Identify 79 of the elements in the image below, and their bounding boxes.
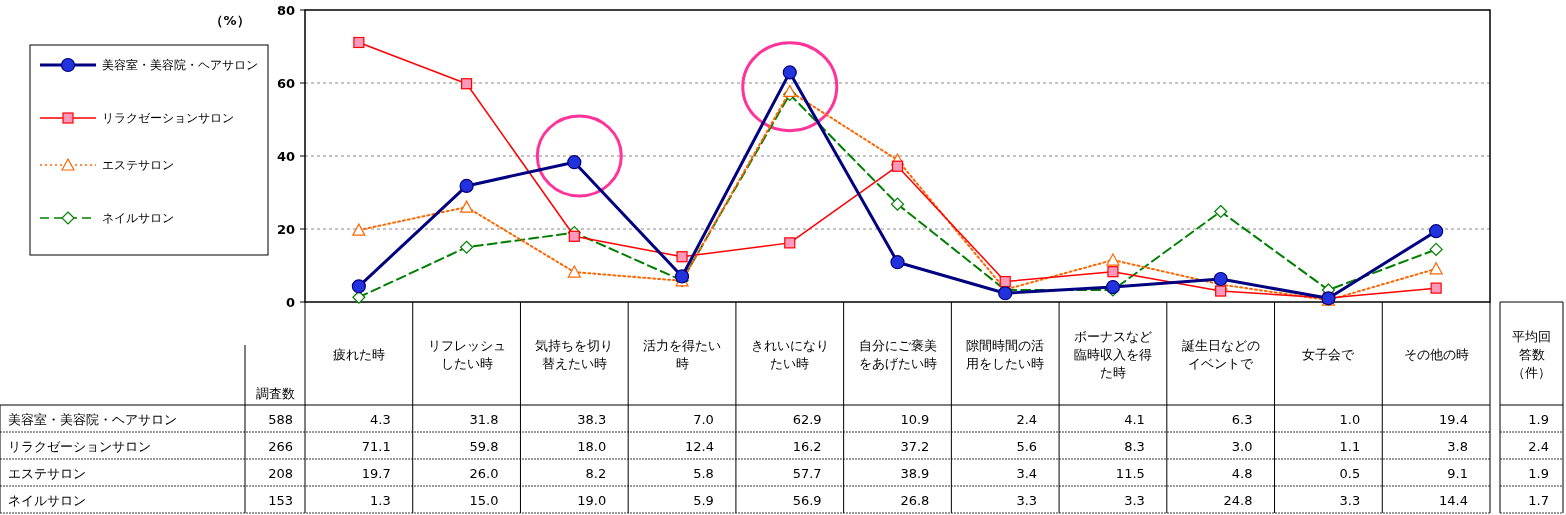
data-label: 62.9 <box>792 411 822 426</box>
x-tick-label: 気持ちを切り替えたい時 <box>535 337 614 370</box>
data-label: 5.8 <box>693 465 714 480</box>
text: 266 <box>268 438 293 453</box>
data-label: 18.0 <box>577 438 607 453</box>
data-label: 3.3 <box>1339 492 1361 507</box>
text: 1.9 <box>1528 465 1549 480</box>
data-label: 4.8 <box>1231 465 1253 480</box>
x-tick-label: 自分にご褒美をあげたい時 <box>858 337 937 370</box>
data-label: 5.9 <box>693 492 714 507</box>
data-label: 19.7 <box>361 465 391 480</box>
data-label: 11.5 <box>1115 465 1145 480</box>
text: 153 <box>268 492 293 507</box>
data-label: 16.2 <box>792 438 822 453</box>
data-label: 37.2 <box>900 438 930 453</box>
data-label: 12.4 <box>684 438 714 453</box>
data-label: 71.1 <box>361 438 391 453</box>
x-tick-label: リフレッシュしたい時 <box>427 337 506 370</box>
data-label: 3.8 <box>1447 438 1468 453</box>
data-label: 38.9 <box>900 465 930 480</box>
data-label: 38.3 <box>577 411 607 426</box>
x-tick-label: 疲れた時 <box>332 346 385 361</box>
text: ネイルサロン <box>8 492 86 507</box>
legend-label: エステサロン <box>102 158 174 172</box>
x-tick-label: 誕生日などのイベントで <box>1181 337 1260 370</box>
x-tick-label: 隙間時間の活用をしたい時 <box>966 337 1045 370</box>
data-label: 4.1 <box>1124 411 1145 426</box>
legend-label: ネイルサロン <box>102 211 174 225</box>
text: 1.9 <box>1528 411 1549 426</box>
x-tick-label: その他の時 <box>1403 346 1469 361</box>
text: エステサロン <box>8 465 86 480</box>
data-label: 1.0 <box>1339 411 1361 426</box>
data-label: 3.0 <box>1231 438 1253 453</box>
y-tick-label: 40 <box>276 148 295 164</box>
legend-label: リラクゼーションサロン <box>102 111 234 125</box>
data-label: 3.3 <box>1016 492 1038 507</box>
x-tick-label: 活力を得たい時 <box>643 337 722 370</box>
data-label: 14.4 <box>1439 492 1468 507</box>
data-label: 26.8 <box>900 492 930 507</box>
y-tick-label: 0 <box>285 294 295 310</box>
data-label: 10.9 <box>900 411 930 426</box>
data-label: 8.2 <box>585 465 607 480</box>
data-label: 6.3 <box>1231 411 1253 426</box>
data-label: 0.5 <box>1339 465 1361 480</box>
data-label: 3.4 <box>1016 465 1038 480</box>
y-tick-label: 60 <box>276 75 295 91</box>
text: 調査数 <box>255 385 295 401</box>
text: 美容室・美容院・ヘアサロン <box>8 411 177 426</box>
data-label: 19.0 <box>577 492 607 507</box>
data-label: 9.1 <box>1447 465 1468 480</box>
data-label: 26.0 <box>469 465 499 480</box>
data-label: 19.4 <box>1439 411 1468 426</box>
legend-label: 美容室・美容院・ヘアサロン <box>102 58 258 72</box>
data-label: 8.3 <box>1124 438 1145 453</box>
data-label: 7.0 <box>693 411 714 426</box>
data-label: 56.9 <box>792 492 822 507</box>
data-label: 5.6 <box>1016 438 1038 453</box>
x-tick-label: ボーナスなど臨時収入を得た時 <box>1073 328 1152 379</box>
data-label: 3.3 <box>1124 492 1145 507</box>
data-label: 1.1 <box>1339 438 1361 453</box>
x-tick-label: きれいになりたい時 <box>750 337 829 370</box>
data-label: 59.8 <box>469 438 499 453</box>
data-label: 4.3 <box>370 411 391 426</box>
text: 588 <box>268 411 293 426</box>
text: 208 <box>268 465 293 480</box>
y-tick-label: 20 <box>276 221 295 237</box>
data-label: 24.8 <box>1223 492 1253 507</box>
data-label: 57.7 <box>792 465 822 480</box>
data-label: 2.4 <box>1016 411 1038 426</box>
text: 平均回答数（件） <box>1512 328 1551 379</box>
text: 1.7 <box>1528 492 1549 507</box>
data-label: 15.0 <box>469 492 499 507</box>
x-tick-label: 女子会で <box>1302 346 1356 361</box>
data-label: 31.8 <box>469 411 499 426</box>
text: リラクゼーションサロン <box>8 438 151 453</box>
y-axis-title: （%） <box>210 12 250 28</box>
text: 2.4 <box>1528 438 1549 453</box>
data-label: 1.3 <box>370 492 391 507</box>
y-tick-label: 80 <box>276 2 295 18</box>
